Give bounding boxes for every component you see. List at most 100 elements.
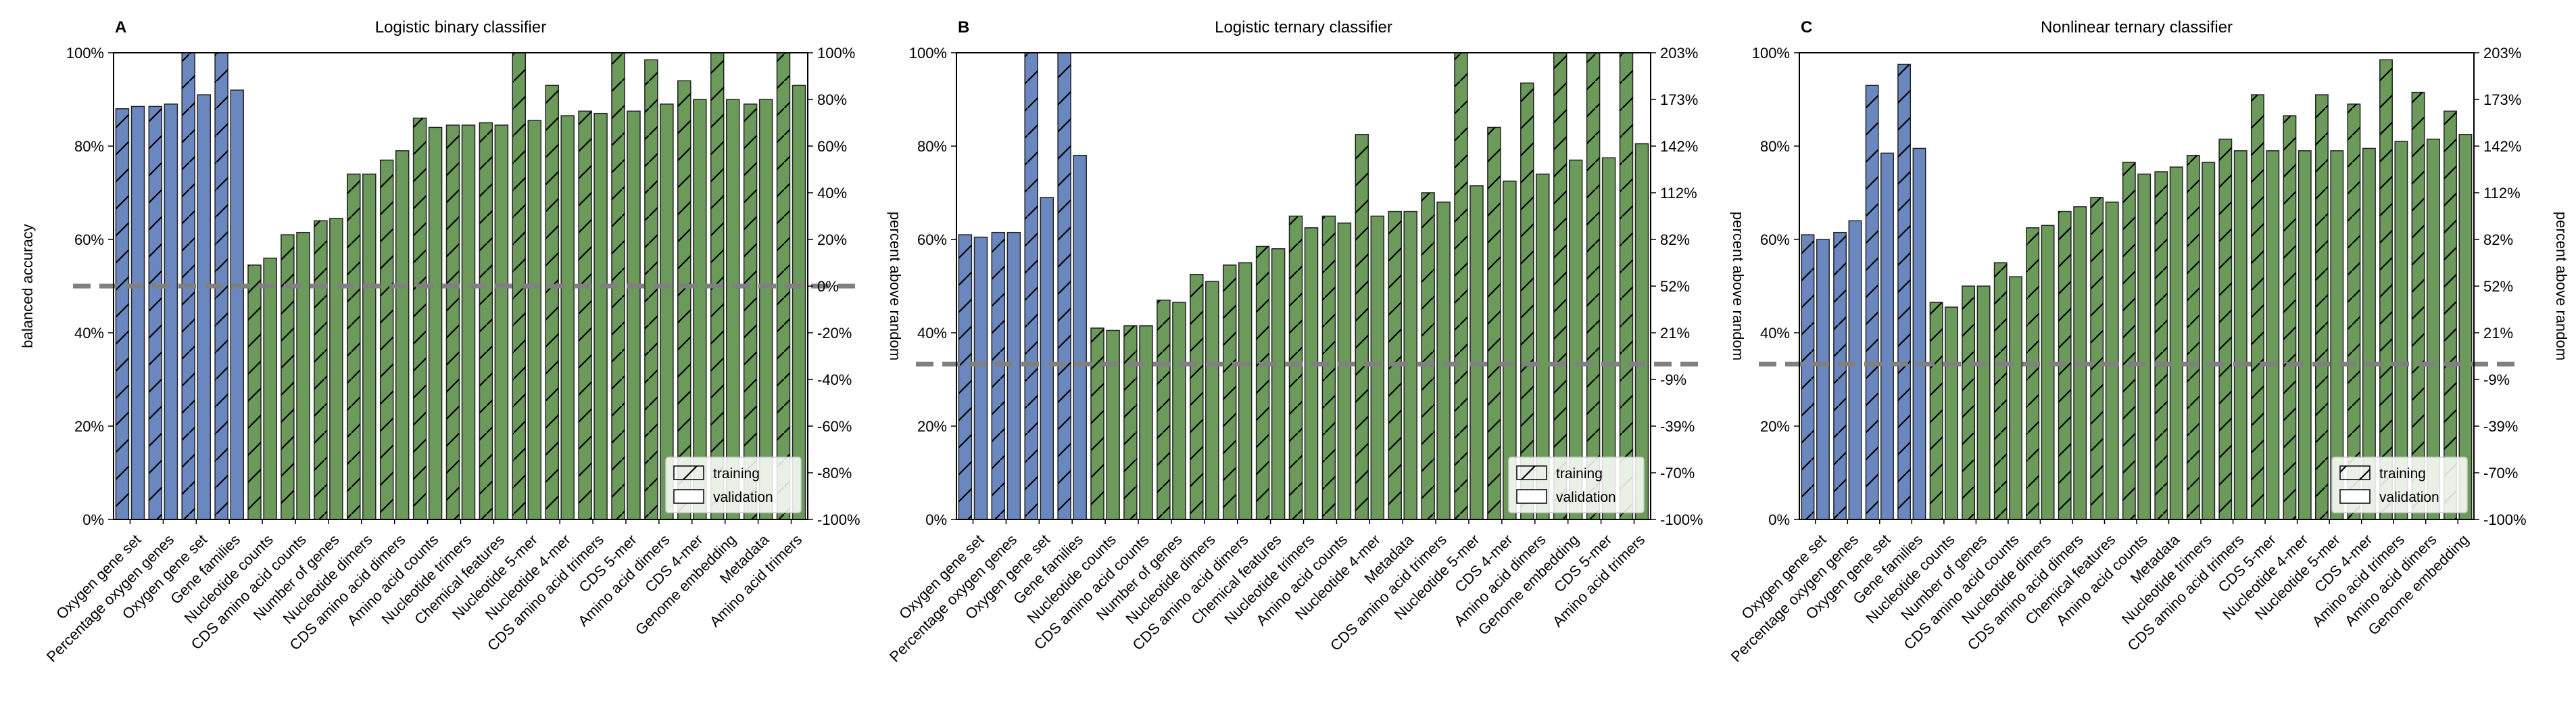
y-tick-label: 40% [1760,325,1790,342]
bar-validation [329,218,343,520]
y-tick-label: 20% [917,418,947,435]
y-right-tick-label: 203% [1660,45,1698,62]
bar-validation [527,120,542,520]
bar-hatch [992,232,1005,519]
bar-validation [1040,197,1054,520]
bar-hatch [2348,103,2360,519]
legend-swatch-validation [2339,489,2371,504]
bar-hatch [1866,85,1878,520]
bar-hatch [281,235,294,519]
bar-validation [792,85,806,520]
bar-hatch [2091,197,2104,519]
y-right-tick-label: 52% [1660,278,1690,295]
bar-validation [627,110,641,520]
bar-hatch [1322,216,1336,519]
bar-hatch [1355,134,1369,520]
y-tick-label: 100% [909,45,947,62]
bar-hatch [1058,53,1071,519]
bar-hatch [116,108,129,520]
bar-hatch [644,60,658,519]
y-right-tick-label: 142% [2483,138,2521,155]
bar-validation [130,106,145,520]
legend-swatch-training [2339,465,2371,480]
bar-validation [1469,185,1484,520]
bar-validation [1976,285,1991,520]
bar-validation [1073,155,1087,520]
y-right-tick-label: 173% [1660,91,1698,108]
bar-hatch [2155,172,2168,519]
y-tick-label: 60% [917,231,947,248]
bar-hatch [2122,162,2135,520]
y-right-tick-label: 21% [1660,325,1690,342]
bar-validation [1139,325,1153,520]
bar-hatch [545,85,559,520]
bar-validation [1880,152,1894,520]
y-right-axis-label: percent above random [887,212,904,360]
bar-hatch [2219,139,2232,519]
legend-label-validation: validation [713,490,773,505]
y-right-tick-label: -20% [817,325,852,342]
y-tick-label: 20% [74,418,104,435]
bar-validation [1370,215,1385,520]
y-right-tick-label: -70% [2483,465,2518,482]
y-right-tick-label: -100% [1660,511,1703,528]
y-right-tick-label: 80% [817,91,847,108]
legend: training validation [1508,457,1645,513]
bar-validation [725,99,740,520]
bar-hatch [1091,328,1104,519]
bar-validation [1337,223,1352,520]
bar-validation [1205,281,1219,520]
bar-validation [2009,276,2023,520]
bar-validation [263,257,277,520]
bar-hatch [612,53,625,519]
bar-hatch [2379,60,2393,519]
y-tick-label: 80% [74,138,104,155]
y-right-tick-label: 21% [2483,325,2513,342]
y-tick-label: 0% [925,511,947,528]
y-tick-label: 100% [66,45,104,62]
bar-validation [2169,166,2183,520]
bar-hatch [1553,53,1567,519]
bar-validation [362,173,376,520]
bar-hatch [479,122,493,519]
y-right-axis-label: percent above random [2553,212,2570,360]
bar-validation [494,124,509,520]
bar-hatch [2187,155,2200,520]
bar-hatch [314,220,327,519]
bars [958,52,1649,520]
bars [1801,59,2473,520]
panel-letter: B [958,18,969,37]
y-right-tick-label: -39% [2483,418,2518,435]
y-tick-label: 80% [1760,138,1790,155]
legend-label-training: training [2379,466,2426,482]
bar-hatch [2412,92,2425,520]
bar-hatch [446,125,460,519]
bar-validation [1172,302,1186,520]
bar-validation [2233,150,2247,520]
bar-validation [2137,173,2152,520]
y-axis-label: balanced accuracy [19,224,36,348]
y-tick-label: 0% [82,511,104,528]
y-tick-label: 100% [1752,45,1790,62]
bar-validation [1271,248,1286,520]
y-tick-label: 80% [917,138,947,155]
panel-letter: C [1801,18,1812,37]
y-tick-label: 60% [1760,231,1790,248]
chart-title: Nonlinear ternary classifier [2041,18,2233,37]
y-right-tick-label: 173% [2483,91,2521,108]
bar-validation [1436,202,1451,520]
bar-hatch [149,106,162,519]
bar-validation [593,112,608,520]
chart-title: Logistic ternary classifier [1215,18,1392,37]
category-label: Percentage oxygen genes [43,531,177,665]
legend-swatch-validation [673,489,704,504]
bar-hatch [1157,300,1170,519]
y-right-tick-label: 203% [2483,45,2521,62]
y-right-tick-label: -80% [817,465,852,482]
y-right-tick-label: 52% [2483,278,2513,295]
bar-hatch [2251,95,2264,520]
bar-validation [1816,239,1830,520]
bar-validation [1238,262,1253,520]
